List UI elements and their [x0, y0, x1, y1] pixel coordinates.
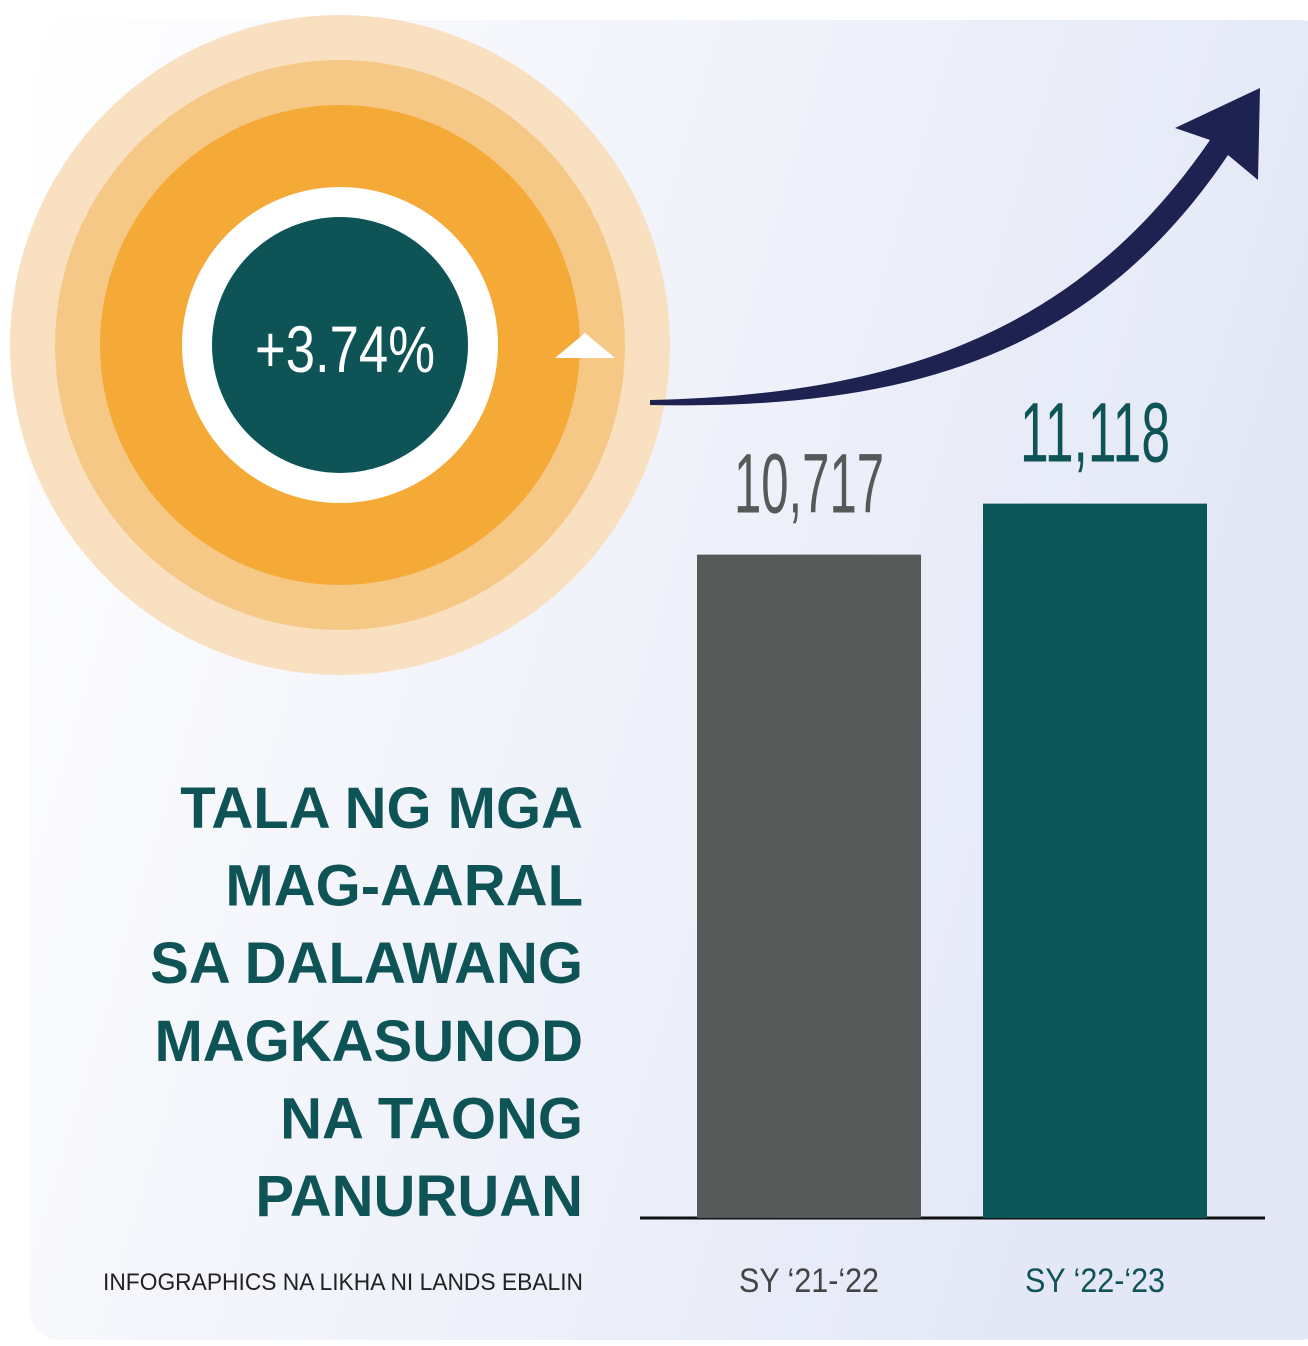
title-line: SA DALAWANG	[150, 931, 583, 996]
badge-text: +3.74%	[255, 312, 435, 386]
x-tick-label: SY ‘22-‘23	[1025, 1262, 1165, 1300]
bar	[983, 503, 1207, 1218]
title-line: TALA NG MGA	[180, 776, 583, 841]
badge	[212, 217, 468, 473]
title-line: NA TAONG	[280, 1086, 583, 1151]
bar	[697, 554, 921, 1218]
trend-arrow	[650, 88, 1260, 406]
credit: INFOGRAPHICS NA LIKHA NI LANDS EBALIN	[103, 1269, 583, 1296]
pointer	[555, 333, 615, 358]
value-label: 11,118	[1020, 386, 1170, 480]
x-tick-label: SY ‘21-‘22	[739, 1262, 879, 1300]
title-line: MAGKASUNOD	[154, 1009, 583, 1074]
value-label: 10,717	[734, 437, 884, 531]
title-line: MAG-AARAL	[225, 854, 583, 919]
title-line: PANURUAN	[255, 1164, 583, 1229]
